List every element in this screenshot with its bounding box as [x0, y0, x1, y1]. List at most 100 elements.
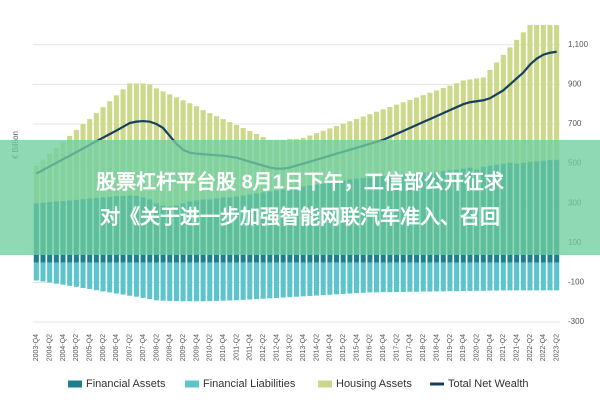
x-tick-label: 2014-Q4 — [327, 334, 334, 361]
bar-segment — [293, 262, 300, 297]
bar-segment — [93, 262, 99, 291]
bar-segment — [100, 262, 106, 292]
bar-segment — [167, 262, 173, 301]
bar-segment — [420, 95, 426, 173]
x-tick-label: 2016-Q4 — [380, 334, 387, 361]
x-tick-label: 2021-Q2 — [500, 334, 507, 361]
bar-segment — [547, 25, 553, 161]
x-tick-label: 2019-Q2 — [447, 334, 454, 361]
x-tick-label: 2008-Q2 — [153, 334, 160, 361]
bar-segment — [187, 262, 193, 302]
bar-segment — [80, 262, 86, 289]
bar-segment — [534, 262, 540, 291]
bar-segment — [327, 262, 333, 295]
bar-segment — [354, 262, 360, 294]
bar-segment — [227, 262, 233, 301]
bar-segment — [534, 25, 540, 162]
bar-segment — [414, 262, 420, 292]
x-tick-label: 2018-Q4 — [433, 334, 440, 361]
x-tick-label: 2006-Q2 — [100, 334, 107, 361]
bar-segment — [140, 262, 146, 298]
bar-segment — [367, 262, 373, 293]
bar-segment — [394, 104, 400, 175]
bar-segment — [467, 79, 473, 168]
x-tick-label: 2004-Q4 — [60, 334, 67, 361]
bar-segment — [400, 262, 406, 292]
bar-segment — [33, 262, 39, 281]
bar-segment — [487, 69, 493, 166]
bar-segment — [460, 262, 466, 291]
bar-segment — [420, 262, 426, 292]
bar-segment — [400, 102, 406, 175]
bar-segment — [380, 262, 386, 293]
bar-segment — [300, 262, 306, 297]
bar-segment — [447, 85, 453, 171]
bar-segment — [427, 262, 433, 292]
x-tick-label: 2007-Q2 — [127, 334, 134, 361]
x-tick-label: 2017-Q2 — [393, 334, 400, 361]
x-tick-label: 2017-Q4 — [407, 334, 414, 361]
legend-swatch — [430, 382, 444, 386]
x-tick-label: 2020-Q4 — [487, 334, 494, 361]
bar-segment — [500, 54, 506, 164]
y-tick-label: 700 — [568, 119, 582, 128]
bar-segment — [147, 262, 153, 300]
bar-segment — [387, 262, 393, 293]
bar-segment — [500, 262, 506, 291]
bar-segment — [240, 262, 246, 300]
bar-segment — [407, 99, 413, 174]
bar-segment — [460, 80, 466, 169]
x-tick-label: 2022-Q2 — [527, 334, 534, 361]
x-tick-label: 2021-Q4 — [513, 334, 520, 361]
y-tick-label: -300 — [568, 317, 585, 326]
bar-segment — [414, 97, 420, 174]
bar-segment — [273, 262, 280, 298]
bar-segment — [440, 262, 446, 292]
x-tick-label: 2006-Q4 — [113, 334, 120, 361]
x-tick-label: 2018-Q2 — [420, 334, 427, 361]
bar-segment — [127, 83, 133, 196]
bar-segment — [360, 262, 366, 293]
bar-segment — [320, 262, 326, 296]
bar-segment — [520, 262, 526, 291]
bar-segment — [107, 262, 113, 293]
bar-segment — [434, 262, 440, 292]
legend-swatch — [318, 380, 332, 388]
x-tick-label: 2010-Q2 — [207, 334, 214, 361]
y-tick-label: 900 — [568, 80, 582, 89]
bar-segment — [554, 25, 560, 160]
bar-segment — [253, 262, 260, 300]
bar-segment — [313, 262, 320, 296]
bar-segment — [180, 262, 186, 302]
legend-swatch — [68, 380, 82, 388]
bar-segment — [127, 262, 133, 296]
bar-segment — [67, 262, 73, 286]
bar-segment — [113, 262, 119, 294]
x-tick-label: 2022-Q4 — [540, 334, 547, 361]
bar-segment — [494, 262, 500, 291]
x-tick-label: 2007-Q4 — [140, 334, 147, 361]
bar-segment — [434, 90, 440, 172]
bar-segment — [340, 262, 346, 294]
bar-segment — [173, 262, 179, 302]
x-tick-label: 2020-Q2 — [473, 334, 480, 361]
bar-segment — [440, 87, 446, 171]
legend-swatch — [185, 380, 199, 388]
bar-segment — [407, 262, 413, 292]
bar-segment — [540, 262, 546, 291]
x-tick-label: 2008-Q4 — [167, 334, 174, 361]
x-tick-label: 2009-Q4 — [193, 334, 200, 361]
x-tick-label: 2016-Q2 — [367, 334, 374, 361]
bar-segment — [474, 262, 480, 291]
legend-label: Total Net Wealth — [448, 378, 529, 390]
bar-segment — [267, 262, 273, 299]
overlay-text: 对《关于进一步加强智能网联汽车准入、召回 — [100, 204, 500, 228]
bar-segment — [233, 262, 239, 301]
bar-segment — [487, 262, 493, 291]
bar-segment — [547, 262, 553, 291]
bar-segment — [520, 32, 526, 163]
bar-segment — [514, 39, 520, 164]
bar-segment — [454, 83, 460, 170]
bar-segment — [87, 262, 93, 290]
